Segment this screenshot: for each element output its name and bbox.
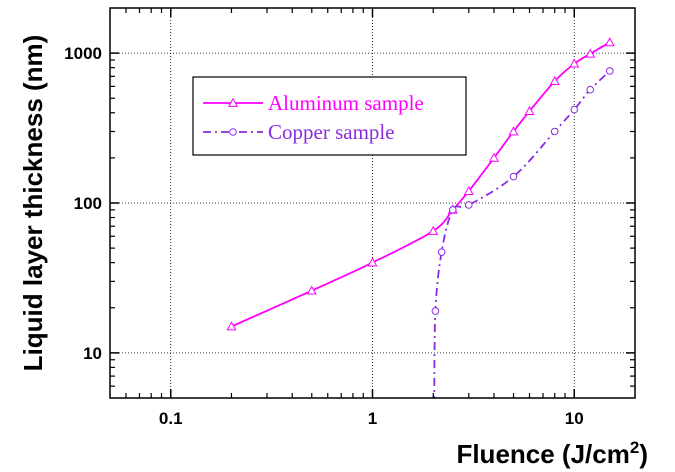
data-point-series-2 <box>605 67 614 75</box>
legend-marker-1 <box>227 97 239 107</box>
data-point-series-2 <box>464 201 473 209</box>
data-point-series-2 <box>586 85 595 94</box>
data-point-series-1 <box>428 225 439 235</box>
series-line-2 <box>433 70 611 398</box>
y-tick-label: 10 <box>83 344 102 363</box>
legend-marker-2 <box>229 128 237 136</box>
data-point-series-2 <box>437 248 446 256</box>
data-point-series-1 <box>508 126 519 136</box>
data-point-series-2 <box>431 307 440 315</box>
data-point-series-2 <box>570 105 579 114</box>
data-point-series-2 <box>509 172 518 181</box>
legend-label-2: Copper sample <box>268 120 395 144</box>
grid <box>110 8 635 398</box>
data-point-series-1 <box>569 58 580 68</box>
data-point-series-1 <box>306 285 317 295</box>
legend-box <box>192 76 467 156</box>
ticks <box>110 8 635 398</box>
data-point-series-1 <box>524 105 535 116</box>
x-tick-label: 0.1 <box>159 409 183 428</box>
legend-label-1: Aluminum sample <box>268 91 424 115</box>
data-point-series-1 <box>549 75 560 86</box>
y-tick-label: 100 <box>74 194 102 213</box>
tick-labels: 0.1 1 10 10 100 1000 <box>64 44 584 428</box>
y-tick-label: 1000 <box>64 44 102 63</box>
data-point-series-1 <box>585 48 596 58</box>
data-point-series-1 <box>488 152 500 162</box>
y-axis-label: Liquid layer thickness (nm) <box>18 35 48 372</box>
data-point-series-2 <box>550 127 559 136</box>
x-axis-label: Fluence (J/cm2) <box>456 438 648 469</box>
legend: Aluminum sample Copper sample <box>192 76 467 156</box>
data-point-series-1 <box>226 321 237 331</box>
markers <box>226 37 615 331</box>
data-point-series-1 <box>367 257 378 267</box>
data-point-series-1 <box>463 185 474 195</box>
data-point-series-2 <box>448 206 457 214</box>
x-tick-label: 1 <box>368 409 377 428</box>
data-point-series-1 <box>604 37 615 47</box>
x-tick-label: 10 <box>565 409 584 428</box>
